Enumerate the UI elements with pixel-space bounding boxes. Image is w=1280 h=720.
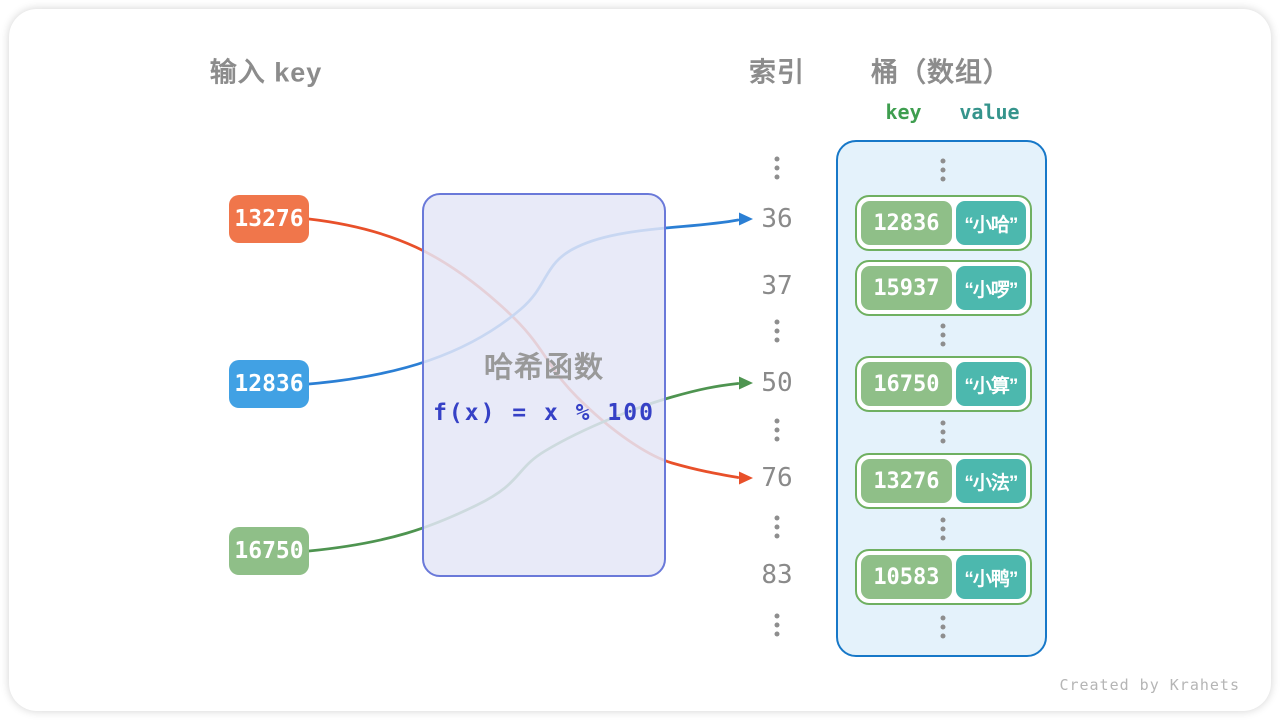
pair-value: “小法” xyxy=(955,459,1026,503)
input-key-box-13276: 13276 xyxy=(229,195,309,243)
bucket-array-container: 12836 “小哈” 15937 “小啰” 16750 “小算” 13276 “… xyxy=(836,140,1047,657)
index-label-50: 50 xyxy=(761,368,793,398)
index-label-76: 76 xyxy=(761,463,793,493)
value-column-label: value xyxy=(959,100,1020,124)
watermark-credit: Created by Krahets xyxy=(1059,676,1240,694)
bucket-ellipsis xyxy=(940,158,946,182)
index-label-83: 83 xyxy=(761,560,793,590)
hash-function-title: 哈希函数 xyxy=(483,352,604,384)
bucket-pair: 15937 “小啰” xyxy=(855,260,1032,316)
index-ellipsis xyxy=(774,319,780,343)
bucket-pair: 12836 “小哈” xyxy=(855,195,1032,251)
index-label-37: 37 xyxy=(761,271,793,301)
pair-value: “小啰” xyxy=(955,266,1026,310)
bucket-pair: 13276 “小法” xyxy=(855,453,1032,509)
key-column-label: key xyxy=(885,100,922,124)
title-bucket-array: 桶（数组） xyxy=(871,57,1011,88)
bucket-pair: 16750 “小算” xyxy=(855,356,1032,412)
input-key-box-12836: 12836 xyxy=(229,360,309,408)
bucket-ellipsis xyxy=(940,420,946,444)
pair-key: 10583 xyxy=(861,555,952,599)
bucket-ellipsis xyxy=(940,615,946,639)
title-index: 索引 xyxy=(749,57,805,88)
hash-function-formula: f(x) = x % 100 xyxy=(433,400,655,426)
pair-key: 15937 xyxy=(861,266,952,310)
pair-value: “小哈” xyxy=(955,201,1026,245)
bucket-ellipsis xyxy=(940,517,946,541)
pair-key: 12836 xyxy=(861,201,952,245)
bucket-pair: 10583 “小鸭” xyxy=(855,549,1032,605)
hash-function-box: 哈希函数 f(x) = x % 100 xyxy=(422,193,666,577)
index-ellipsis xyxy=(774,418,780,442)
pair-key: 13276 xyxy=(861,459,952,503)
index-ellipsis xyxy=(774,515,780,539)
index-ellipsis xyxy=(774,156,780,180)
title-input-key: 输入 key xyxy=(209,57,323,88)
bucket-ellipsis xyxy=(940,323,946,347)
pair-value: “小鸭” xyxy=(955,555,1026,599)
index-ellipsis xyxy=(774,613,780,637)
input-key-box-16750: 16750 xyxy=(229,527,309,575)
pair-value: “小算” xyxy=(955,362,1026,406)
index-label-36: 36 xyxy=(761,204,793,234)
pair-key: 16750 xyxy=(861,362,952,406)
key-value-column-labels: key value xyxy=(836,100,1047,124)
